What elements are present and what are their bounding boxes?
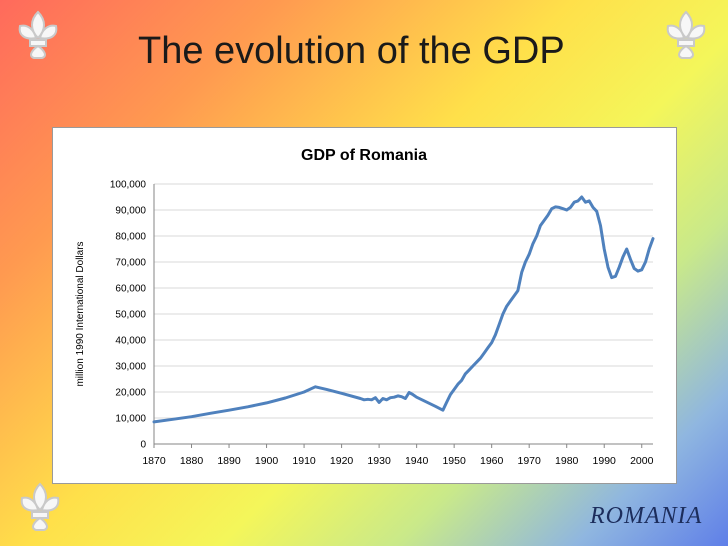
fleur-de-lis-icon xyxy=(20,482,60,531)
y-tick-label: 50,000 xyxy=(115,310,146,321)
x-tick-label: 1880 xyxy=(180,455,204,467)
x-tick-label: 1910 xyxy=(292,455,316,467)
fleur-de-lis-icon xyxy=(666,10,706,59)
x-tick-label: 1950 xyxy=(442,455,466,467)
x-tick-label: 1990 xyxy=(593,455,617,467)
x-tick-label: 1890 xyxy=(217,455,241,467)
x-tick-label: 1920 xyxy=(330,455,354,467)
y-tick-label: 30,000 xyxy=(115,362,146,373)
y-tick-label: 80,000 xyxy=(115,232,146,243)
y-tick-label: 0 xyxy=(140,440,146,451)
gdp-line-chart: GDP of Romania million 1990 Internationa… xyxy=(75,147,655,467)
gdp-series-line xyxy=(152,195,655,424)
x-tick-label: 2000 xyxy=(630,455,654,467)
chart-title: GDP of Romania xyxy=(301,147,427,164)
y-tick-label: 20,000 xyxy=(115,388,146,399)
y-axis-label: million 1990 International Dollars xyxy=(75,241,86,386)
y-tick-label: 60,000 xyxy=(115,284,146,295)
country-label: ROMANIA xyxy=(590,503,703,529)
chart-panel: GDP of Romania million 1990 Internationa… xyxy=(52,127,677,484)
x-tick-label: 1980 xyxy=(555,455,579,467)
y-tick-label: 100,000 xyxy=(110,180,147,191)
y-tick-label: 70,000 xyxy=(115,258,146,269)
x-tick-label: 1870 xyxy=(142,455,166,467)
x-tick-label: 1970 xyxy=(518,455,542,467)
y-tick-label: 10,000 xyxy=(115,414,146,425)
fleur-de-lis-icon xyxy=(18,10,58,59)
x-tick-label: 1930 xyxy=(367,455,391,467)
y-tick-label: 90,000 xyxy=(115,206,146,217)
x-tick-label: 1960 xyxy=(480,455,504,467)
x-tick-label: 1940 xyxy=(405,455,429,467)
y-tick-label: 40,000 xyxy=(115,336,146,347)
x-tick-label: 1900 xyxy=(255,455,279,467)
slide-title: The evolution of the GDP xyxy=(138,30,565,72)
